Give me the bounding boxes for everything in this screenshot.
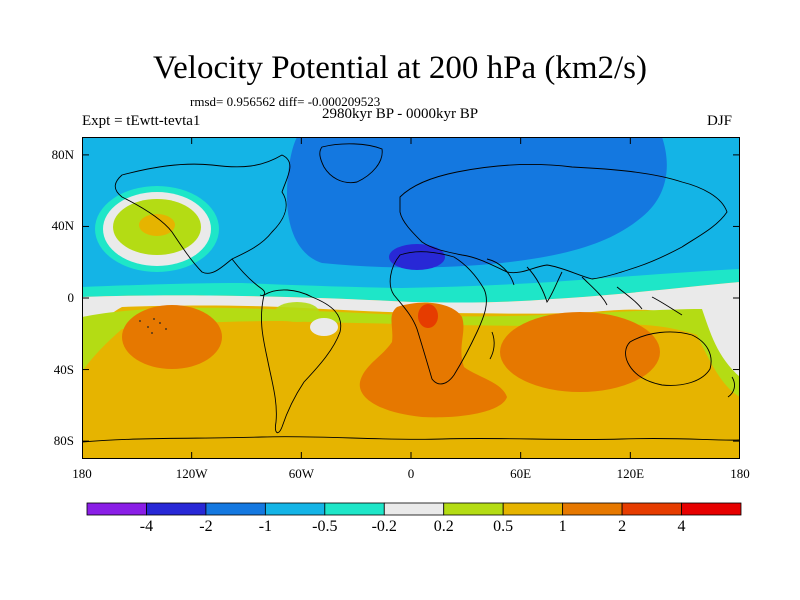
field-andes-white-patch: [310, 318, 338, 336]
lat-label: 40N: [51, 218, 74, 234]
lat-label: 40S: [53, 361, 74, 377]
lon-label: 0: [407, 466, 415, 481]
colorbar-label: -0.5: [312, 518, 338, 535]
lon-label: 180: [730, 466, 750, 481]
period-label: 2980kyr BP - 0000kyr BP: [322, 106, 479, 122]
coast-africa: [389, 251, 487, 385]
colorbar-swatch: [621, 502, 682, 516]
field-negative-blue: [287, 137, 667, 268]
colorbar-label: 2: [618, 518, 627, 535]
colorbar-swatch: [86, 502, 147, 516]
lon-label: 120E: [616, 466, 645, 481]
lat-label: 80S: [53, 433, 74, 449]
field-indian-ocean-max: [500, 312, 660, 392]
field-andes-green-patch: [275, 302, 319, 322]
colorbar-swatch: [146, 502, 207, 516]
coast-southeast-asia: [581, 276, 683, 316]
colorbar-label: -4: [139, 518, 154, 535]
pacific-dots: [139, 318, 167, 334]
field-africa-core: [418, 304, 438, 328]
colorbar-swatch: [502, 502, 564, 516]
coast-new-zealand: [727, 376, 735, 398]
colorbar-swatch: [383, 502, 445, 516]
map-title: Velocity Potential at 200 hPa (km2/s): [152, 50, 648, 86]
coast-north-america: [114, 154, 291, 274]
axis-ticks: [82, 137, 740, 459]
field-white-band: [82, 282, 740, 387]
colorbar-label: 0.2: [433, 518, 454, 535]
colorbar-label: -2: [199, 518, 213, 535]
colorbar-swatch: [681, 502, 742, 516]
coast-madagascar: [489, 331, 495, 360]
colorbar-label: 4: [677, 518, 686, 535]
coastlines: [82, 143, 740, 443]
lon-label: 60E: [510, 466, 532, 481]
colorbar-label: -1: [258, 518, 273, 535]
lat-label: 0: [67, 290, 75, 305]
field-negative-dark-blue: [389, 244, 445, 270]
map-plot: [82, 137, 740, 459]
coast-south-america: [261, 289, 342, 434]
field-atlantic-africa-max: [359, 302, 507, 418]
coast-greenland: [319, 143, 383, 184]
colorbar-label: 1: [558, 518, 567, 535]
field-south-pacific-max: [122, 305, 222, 369]
field-pacific-core: [139, 214, 175, 236]
colorbar-label: -0.2: [371, 518, 397, 535]
experiment-label: Expt = tEwtt-tevta1: [82, 113, 201, 129]
colorbar-label: 0.5: [493, 518, 514, 535]
colorbar-swatch: [562, 502, 623, 516]
colorbar-swatch: [205, 502, 266, 516]
stats-text: rmsd= 0.956562 diff= -0.000209523: [190, 94, 381, 109]
lat-label: 80N: [51, 146, 74, 162]
colorbar-swatch: [324, 502, 385, 516]
lon-label: 60W: [288, 466, 314, 481]
coast-antarctica: [82, 436, 740, 443]
lon-label: 120W: [175, 466, 208, 481]
coast-arabia-india: [486, 258, 563, 304]
coast-central-america: [231, 258, 266, 296]
colorbar: [86, 502, 742, 516]
coast-australia: [625, 331, 712, 386]
colorbar-swatch: [443, 502, 504, 516]
colorbar-swatch: [264, 502, 326, 516]
lon-label: 180: [72, 466, 92, 481]
coast-europe-asia: [399, 164, 728, 280]
season-label: DJF: [707, 113, 733, 129]
